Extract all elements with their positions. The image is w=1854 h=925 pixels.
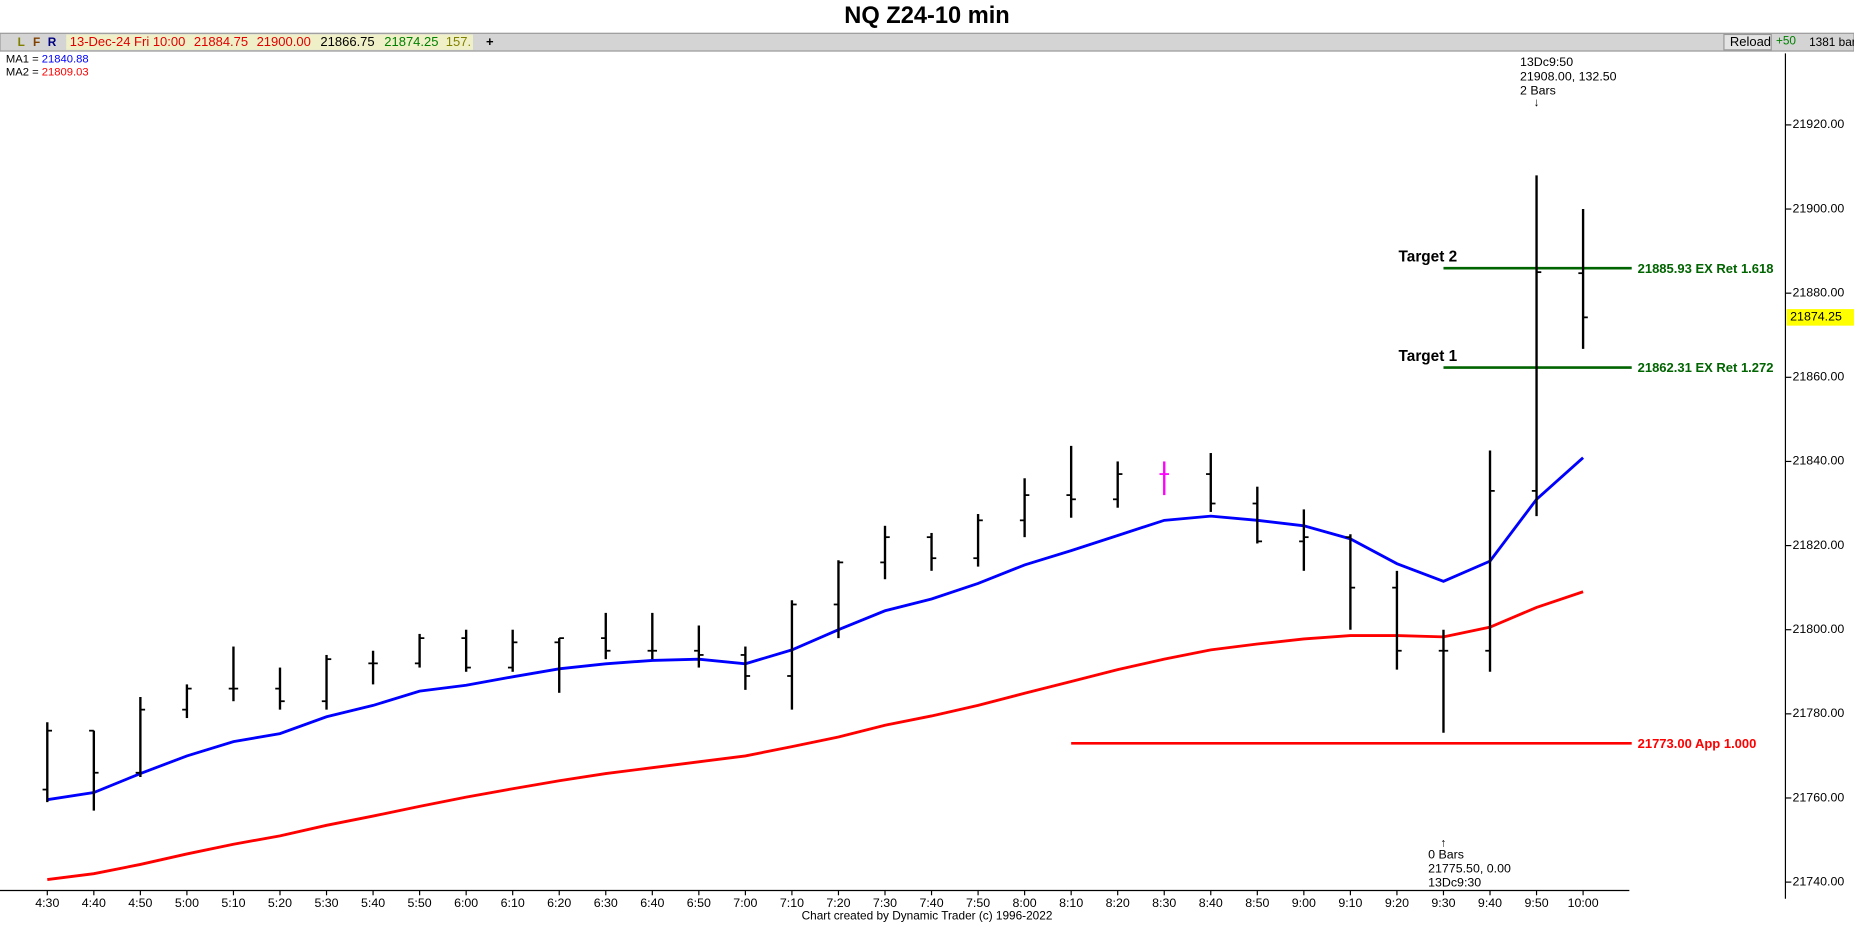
- x-tick-label: 9:00: [1292, 896, 1316, 910]
- y-tick-label: 21860.00: [1793, 370, 1845, 384]
- x-tick-label: 8:20: [1106, 896, 1130, 910]
- reload-label[interactable]: Reload: [1730, 34, 1771, 49]
- legend-value: 21809.03: [42, 66, 89, 78]
- y-tick-label: 21740.00: [1793, 874, 1845, 888]
- x-tick-label: 7:50: [966, 896, 990, 910]
- x-tick-label: 8:50: [1245, 896, 1269, 910]
- x-tick-label: 10:00: [1568, 896, 1599, 910]
- quote-open: 21884.75: [194, 34, 248, 49]
- annotation-text: 13Dc9:30: [1428, 876, 1481, 890]
- lfr-button-label: F: [33, 35, 40, 49]
- lfr-button-label: L: [18, 35, 25, 49]
- quote-low: 21866.75: [320, 34, 374, 49]
- y-tick-label: 21800.00: [1793, 622, 1845, 636]
- reload-button[interactable]: [1723, 33, 1772, 51]
- level-label: 21862.31 EX Ret 1.272: [1638, 360, 1774, 375]
- x-tick-label: 7:20: [826, 896, 850, 910]
- annotation-text: 13Dc9:50: [1520, 55, 1573, 69]
- ma-line: [47, 590, 1584, 881]
- x-tick-label: 7:00: [733, 896, 757, 910]
- x-tick-label: 9:50: [1524, 896, 1548, 910]
- level-label: 21773.00 App 1.000: [1638, 736, 1757, 751]
- x-tick-label: 6:20: [547, 896, 571, 910]
- y-tick-label: 21780.00: [1793, 706, 1845, 720]
- annotation-text: 21908.00, 132.50: [1520, 69, 1617, 83]
- y-tick-label: 21760.00: [1793, 790, 1845, 804]
- last-price-box: [1786, 309, 1854, 326]
- x-tick-label: 4:30: [35, 896, 59, 910]
- level-tag: Target 2: [1399, 249, 1458, 266]
- x-tick-label: 6:50: [687, 896, 711, 910]
- lfr-button[interactable]: [44, 34, 60, 50]
- level-tag: Target 1: [1399, 348, 1458, 365]
- quote-close: 21874.25: [384, 34, 438, 49]
- lfr-button[interactable]: [29, 34, 44, 50]
- step-label[interactable]: +50: [1776, 34, 1796, 48]
- x-tick-label: 8:40: [1199, 896, 1223, 910]
- quote-high: 21900.00: [257, 34, 311, 49]
- quote-extra: 157.: [446, 34, 471, 49]
- annotation-text: 2 Bars: [1520, 84, 1556, 98]
- x-tick-label: 6:40: [640, 896, 664, 910]
- x-tick-label: 4:50: [128, 896, 152, 910]
- x-tick-label: 7:40: [919, 896, 943, 910]
- x-tick-label: 6:00: [454, 896, 478, 910]
- x-tick-label: 8:00: [1013, 896, 1037, 910]
- x-tick-label: 6:10: [501, 896, 525, 910]
- legend-entry: MA1 = 21840.88: [6, 53, 89, 65]
- x-tick-label: 9:10: [1338, 896, 1362, 910]
- x-tick-label: 9:20: [1385, 896, 1409, 910]
- last-price-label: 21874.25: [1790, 310, 1842, 324]
- y-tick-label: 21840.00: [1793, 454, 1845, 468]
- quote-date: 13-Dec-24 Fri 10:00: [70, 34, 186, 49]
- x-tick-label: 7:30: [873, 896, 897, 910]
- footer: Chart created by Dynamic Trader (c) 1996…: [802, 909, 1053, 923]
- x-tick-label: 7:10: [780, 896, 804, 910]
- legend-name: MA1: [6, 53, 29, 65]
- x-tick-label: 5:10: [221, 896, 245, 910]
- annotation-text: 0 Bars: [1428, 847, 1464, 861]
- lfr-button-label: R: [48, 35, 57, 49]
- ma-line: [47, 456, 1585, 802]
- legend-entry: MA2 = 21809.03: [6, 66, 89, 78]
- annotation-arrow: ↓: [1534, 95, 1540, 109]
- lfr-button[interactable]: [14, 34, 29, 50]
- chart-title: NQ Z24-10 min: [844, 3, 1009, 29]
- annotation-text: 21775.50, 0.00: [1428, 862, 1511, 876]
- x-tick-label: 9:40: [1478, 896, 1502, 910]
- x-tick-label: 5:30: [314, 896, 338, 910]
- x-tick-label: 5:00: [175, 896, 199, 910]
- x-tick-label: 4:40: [82, 896, 106, 910]
- x-tick-label: 9:30: [1431, 896, 1455, 910]
- x-tick-label: 5:20: [268, 896, 292, 910]
- x-tick-label: 5:50: [408, 896, 432, 910]
- y-tick-label: 21820.00: [1793, 538, 1845, 552]
- x-tick-label: 5:40: [361, 896, 385, 910]
- y-tick-label: 21900.00: [1793, 201, 1845, 215]
- add-button[interactable]: +: [486, 34, 494, 49]
- legend-name: MA2: [6, 66, 29, 78]
- bar-count: 1381 bar: [1809, 35, 1854, 49]
- quote-box: [66, 34, 473, 50]
- y-tick-label: 21920.00: [1793, 117, 1845, 131]
- x-tick-label: 6:30: [594, 896, 618, 910]
- legend-value: 21840.88: [42, 53, 89, 65]
- annotation-arrow: ↑: [1441, 835, 1447, 849]
- level-label: 21885.93 EX Ret 1.618: [1638, 261, 1774, 276]
- y-tick-label: 21880.00: [1793, 285, 1845, 299]
- x-tick-label: 8:10: [1059, 896, 1083, 910]
- x-tick-label: 8:30: [1152, 896, 1176, 910]
